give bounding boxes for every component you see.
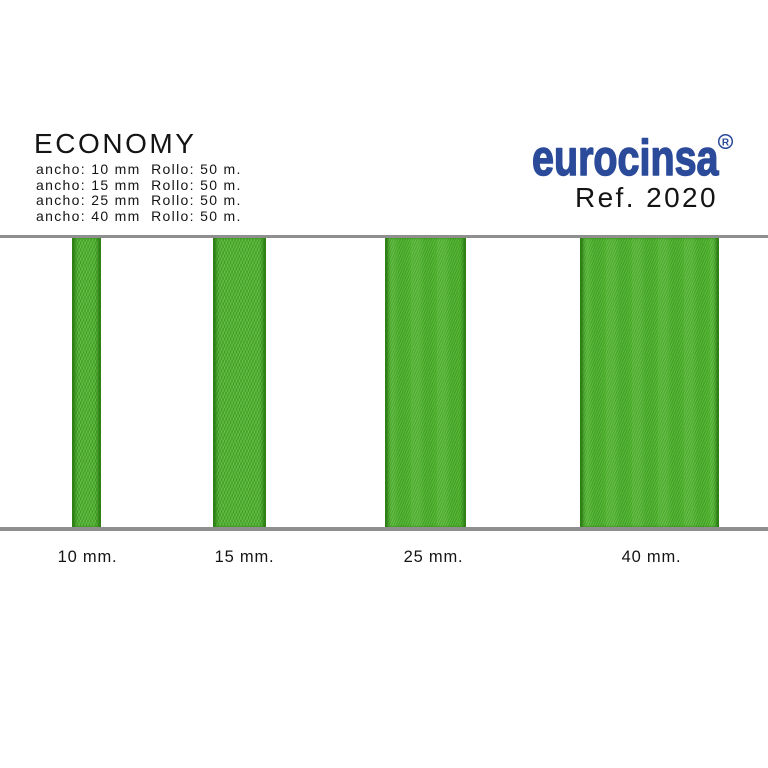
svg-text:eurocinsa: eurocinsa xyxy=(532,130,719,183)
svg-text:R: R xyxy=(722,138,730,149)
